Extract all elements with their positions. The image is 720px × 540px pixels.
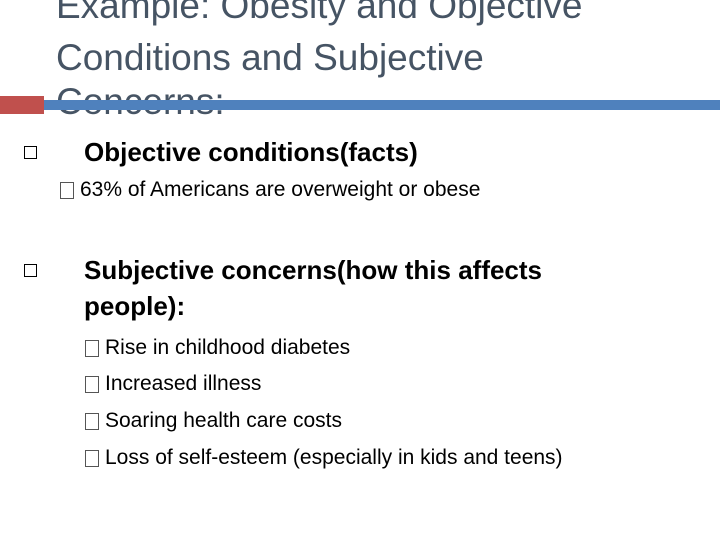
rule-bar (44, 100, 720, 110)
sub-bullet-text: 63% of Americans are overweight or obese (80, 178, 481, 201)
title-line: Conditions and Subjective (56, 37, 484, 78)
sub-bullet-text: Soaring health care costs (105, 409, 342, 432)
bullet-text: Subjective concerns(how this affects (84, 255, 543, 285)
sub-bullet-text: Loss of self-esteem (especially in kids … (105, 446, 563, 469)
sub-bullet-box (60, 182, 74, 199)
sub-bullet-box (85, 376, 99, 393)
sub-bullet-box (85, 450, 99, 467)
bullet-text: Objective conditions(facts) (84, 137, 418, 167)
sub-bullet-box (85, 413, 99, 430)
sub-bullet-text: Rise in childhood diabetes (105, 336, 351, 359)
bullet-box (24, 264, 37, 277)
sub-bullet-text: Increased illness (105, 372, 262, 395)
bullet-text: people): (84, 291, 186, 321)
title-line: Example: Obesity and Objective (56, 0, 583, 26)
bullet-box (24, 146, 37, 159)
accent-bar (0, 96, 44, 114)
sub-bullet-box (85, 340, 99, 357)
